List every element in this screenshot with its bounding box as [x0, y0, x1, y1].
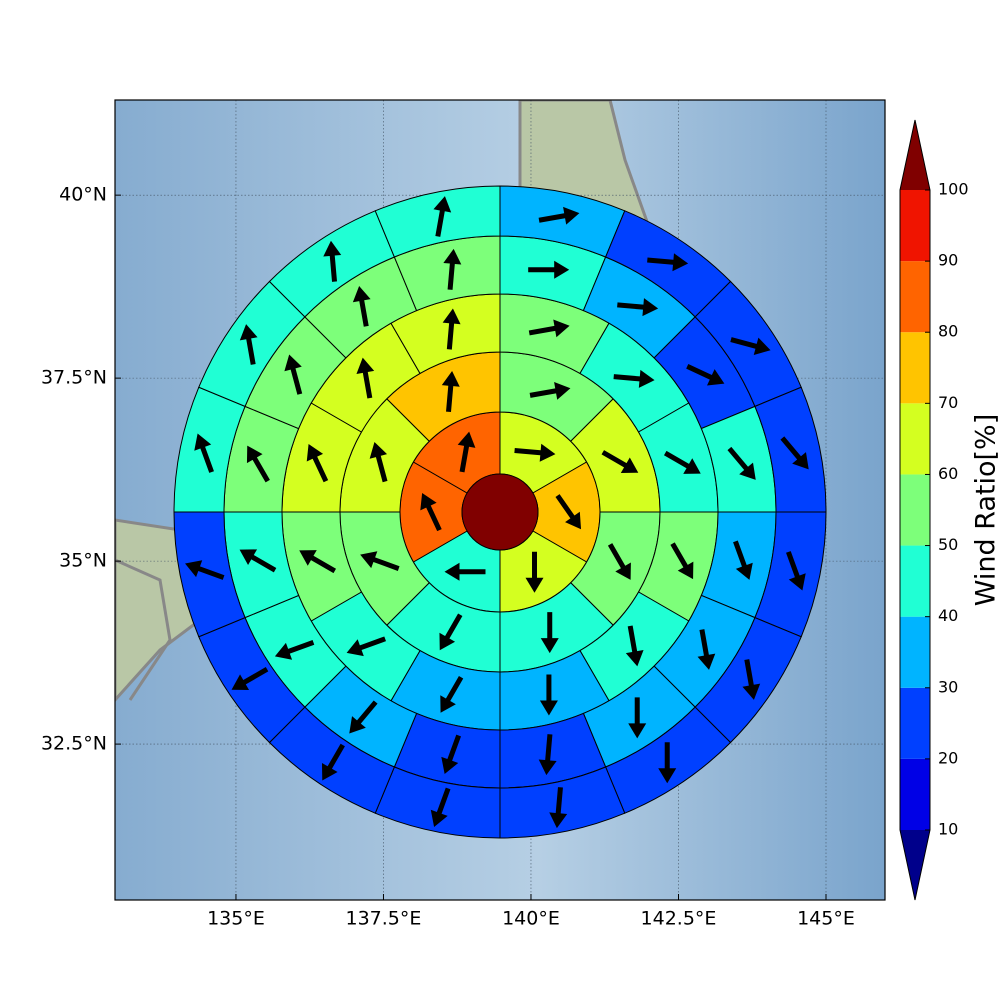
wind-arrow	[349, 700, 378, 734]
wind-arrow	[742, 659, 761, 700]
colorbar-bin	[900, 687, 930, 759]
wind-arrow	[658, 742, 677, 784]
y-tick-label: 40°N	[59, 184, 107, 206]
wind-arrow	[185, 560, 225, 580]
colorbar-bin	[900, 190, 930, 262]
wind-arrow	[647, 253, 689, 272]
colorbar-tick-label: 30	[938, 677, 958, 696]
wind-arrow	[323, 240, 342, 282]
colorbar-bin	[900, 758, 930, 830]
wind-arrow	[346, 636, 387, 657]
x-tick-label: 140°E	[502, 908, 560, 930]
wind-arrow	[528, 260, 570, 279]
colorbar-bin	[900, 261, 930, 333]
wind-arrow	[529, 381, 571, 400]
x-tick-label: 135°E	[207, 908, 265, 930]
wind-arrow	[786, 551, 806, 591]
wind-arrow	[420, 492, 442, 532]
wind-arrow	[613, 369, 655, 388]
wind-arrow	[442, 308, 461, 350]
wind-arrow	[780, 436, 809, 470]
wind-arrow	[299, 550, 337, 574]
wind-arrow	[549, 787, 568, 829]
wind-arrow	[617, 298, 659, 317]
colorbar-tick-label: 50	[938, 535, 958, 554]
wind-arrow	[528, 319, 570, 338]
x-tick-label: 145°E	[797, 908, 855, 930]
wind-arrow	[441, 734, 462, 774]
wind-arrow	[284, 354, 303, 395]
y-tick-label: 35°N	[59, 550, 107, 572]
x-tick-label: 142.5°E	[641, 908, 717, 930]
wind-arrow	[525, 551, 544, 593]
wind-arrow	[369, 441, 388, 483]
wind-arrow	[239, 549, 277, 573]
colorbar-bin	[900, 474, 930, 546]
wind-arrow	[730, 337, 771, 356]
colorbar-label: Wind Ratio[%]	[971, 414, 1000, 606]
wind-arrow	[601, 450, 639, 474]
wind-arrow	[321, 743, 345, 781]
wind-arrow	[628, 697, 647, 739]
x-tick-label: 137.5°E	[346, 908, 422, 930]
wind-arrow	[727, 446, 756, 480]
wind-arrow	[441, 370, 460, 413]
colorbar-bin	[900, 403, 930, 475]
colorbar-tick-label: 70	[938, 393, 958, 412]
wind-arrow	[444, 562, 486, 581]
wind-arrow	[625, 625, 644, 667]
sector	[374, 185, 501, 258]
wind-arrow	[686, 364, 725, 386]
colorbar-tick-label: 80	[938, 322, 958, 341]
colorbar-tick-label: 10	[938, 820, 958, 839]
wind-arrow	[457, 431, 476, 473]
wind-arrow	[670, 542, 694, 580]
wind-arrow	[274, 640, 315, 660]
coastline	[115, 558, 172, 701]
wind-arrow	[430, 787, 451, 827]
colorbar-tick-label: 20	[938, 748, 958, 767]
wind-arrow	[443, 248, 462, 290]
colorbar-over	[900, 120, 930, 190]
wind-arrow	[360, 551, 400, 571]
wind-arrow	[733, 540, 753, 580]
plot-frame	[114, 99, 886, 901]
wind-arrow	[663, 450, 701, 474]
colorbar-under	[900, 830, 930, 900]
wind-arrow	[555, 494, 582, 530]
colorbar-bin	[900, 616, 930, 688]
wind-arrow	[306, 444, 329, 483]
y-tick-label: 32.5°N	[41, 733, 107, 755]
wind-arrow	[246, 445, 270, 483]
colorbar-tick-label: 90	[938, 251, 958, 270]
colorbar-bin	[900, 332, 930, 404]
wind-arrow	[440, 675, 464, 713]
colorbar-tick-label: 40	[938, 606, 958, 625]
colorbar-tick-label: 60	[938, 464, 958, 483]
wind-arrow	[538, 734, 557, 776]
wind-arrow	[194, 433, 214, 473]
wind-arrow	[356, 357, 375, 399]
wind-arrow	[352, 285, 371, 327]
wind-arrow	[538, 206, 580, 225]
wind-arrow	[514, 443, 556, 462]
wind-arrow	[539, 674, 558, 716]
wind-arrow	[697, 629, 716, 670]
wind-arrow	[433, 196, 452, 237]
colorbar-tick-label: 100	[938, 180, 969, 199]
wind-arrow	[239, 324, 258, 365]
wind-arrow	[607, 543, 631, 580]
colorbar-bin	[900, 545, 930, 617]
wind-arrow	[439, 613, 463, 651]
wind-arrow	[231, 667, 269, 691]
wind-arrow	[540, 612, 559, 654]
y-tick-label: 37.5°N	[41, 367, 107, 389]
center-disc	[461, 473, 539, 551]
